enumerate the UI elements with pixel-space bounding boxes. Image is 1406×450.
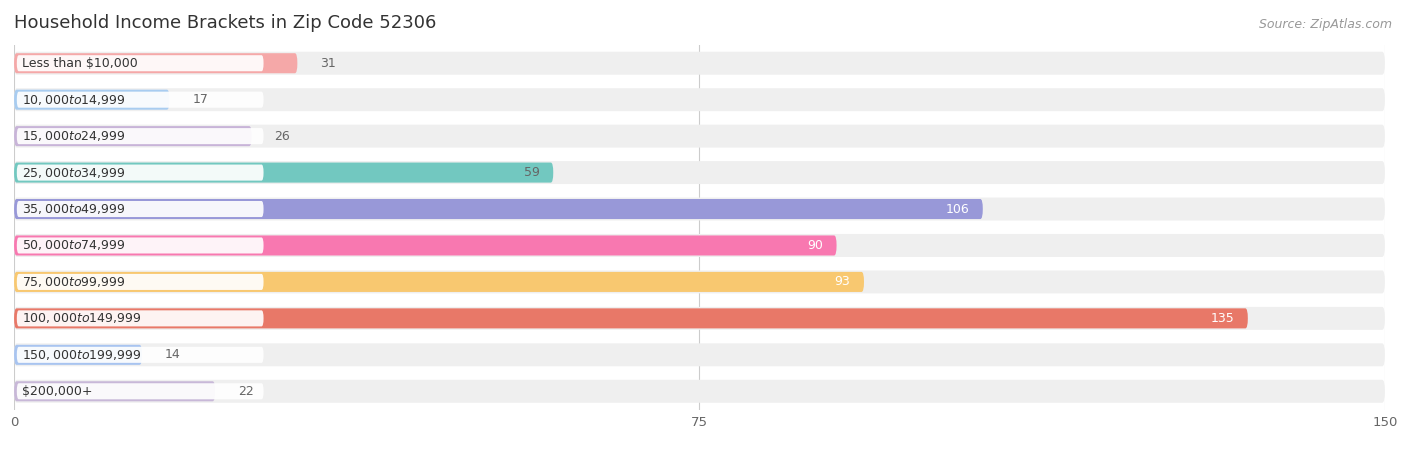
Text: $35,000 to $49,999: $35,000 to $49,999: [22, 202, 125, 216]
FancyBboxPatch shape: [14, 198, 1385, 220]
FancyBboxPatch shape: [14, 52, 1385, 75]
FancyBboxPatch shape: [14, 307, 1385, 330]
FancyBboxPatch shape: [14, 126, 252, 146]
FancyBboxPatch shape: [14, 53, 298, 73]
FancyBboxPatch shape: [17, 238, 263, 253]
FancyBboxPatch shape: [14, 199, 983, 219]
FancyBboxPatch shape: [17, 274, 263, 290]
FancyBboxPatch shape: [17, 310, 263, 326]
FancyBboxPatch shape: [17, 128, 263, 144]
FancyBboxPatch shape: [14, 308, 1249, 328]
Text: 135: 135: [1211, 312, 1234, 325]
FancyBboxPatch shape: [14, 162, 554, 183]
Text: $50,000 to $74,999: $50,000 to $74,999: [22, 238, 125, 252]
Text: 26: 26: [274, 130, 290, 143]
Text: 106: 106: [945, 202, 969, 216]
Text: 59: 59: [523, 166, 540, 179]
FancyBboxPatch shape: [14, 345, 142, 365]
FancyBboxPatch shape: [14, 270, 1385, 293]
Text: $75,000 to $99,999: $75,000 to $99,999: [22, 275, 125, 289]
Text: Less than $10,000: Less than $10,000: [22, 57, 138, 70]
Text: 90: 90: [807, 239, 823, 252]
Text: $100,000 to $149,999: $100,000 to $149,999: [22, 311, 142, 325]
FancyBboxPatch shape: [17, 201, 263, 217]
FancyBboxPatch shape: [17, 383, 263, 399]
Text: Source: ZipAtlas.com: Source: ZipAtlas.com: [1258, 18, 1392, 31]
FancyBboxPatch shape: [14, 235, 837, 256]
Text: 14: 14: [165, 348, 180, 361]
Text: $150,000 to $199,999: $150,000 to $199,999: [22, 348, 142, 362]
FancyBboxPatch shape: [14, 90, 170, 110]
Text: $200,000+: $200,000+: [22, 385, 93, 398]
Text: $25,000 to $34,999: $25,000 to $34,999: [22, 166, 125, 180]
Text: $10,000 to $14,999: $10,000 to $14,999: [22, 93, 125, 107]
Text: 31: 31: [321, 57, 336, 70]
FancyBboxPatch shape: [17, 347, 263, 363]
Text: Household Income Brackets in Zip Code 52306: Household Income Brackets in Zip Code 52…: [14, 14, 436, 32]
FancyBboxPatch shape: [14, 125, 1385, 148]
FancyBboxPatch shape: [14, 234, 1385, 257]
Text: 17: 17: [193, 93, 208, 106]
Text: $15,000 to $24,999: $15,000 to $24,999: [22, 129, 125, 143]
FancyBboxPatch shape: [14, 380, 1385, 403]
FancyBboxPatch shape: [17, 55, 263, 71]
FancyBboxPatch shape: [14, 343, 1385, 366]
FancyBboxPatch shape: [14, 381, 215, 401]
FancyBboxPatch shape: [14, 161, 1385, 184]
FancyBboxPatch shape: [17, 165, 263, 180]
FancyBboxPatch shape: [17, 92, 263, 108]
FancyBboxPatch shape: [14, 272, 863, 292]
FancyBboxPatch shape: [14, 88, 1385, 111]
Text: 93: 93: [835, 275, 851, 288]
Text: 22: 22: [238, 385, 253, 398]
